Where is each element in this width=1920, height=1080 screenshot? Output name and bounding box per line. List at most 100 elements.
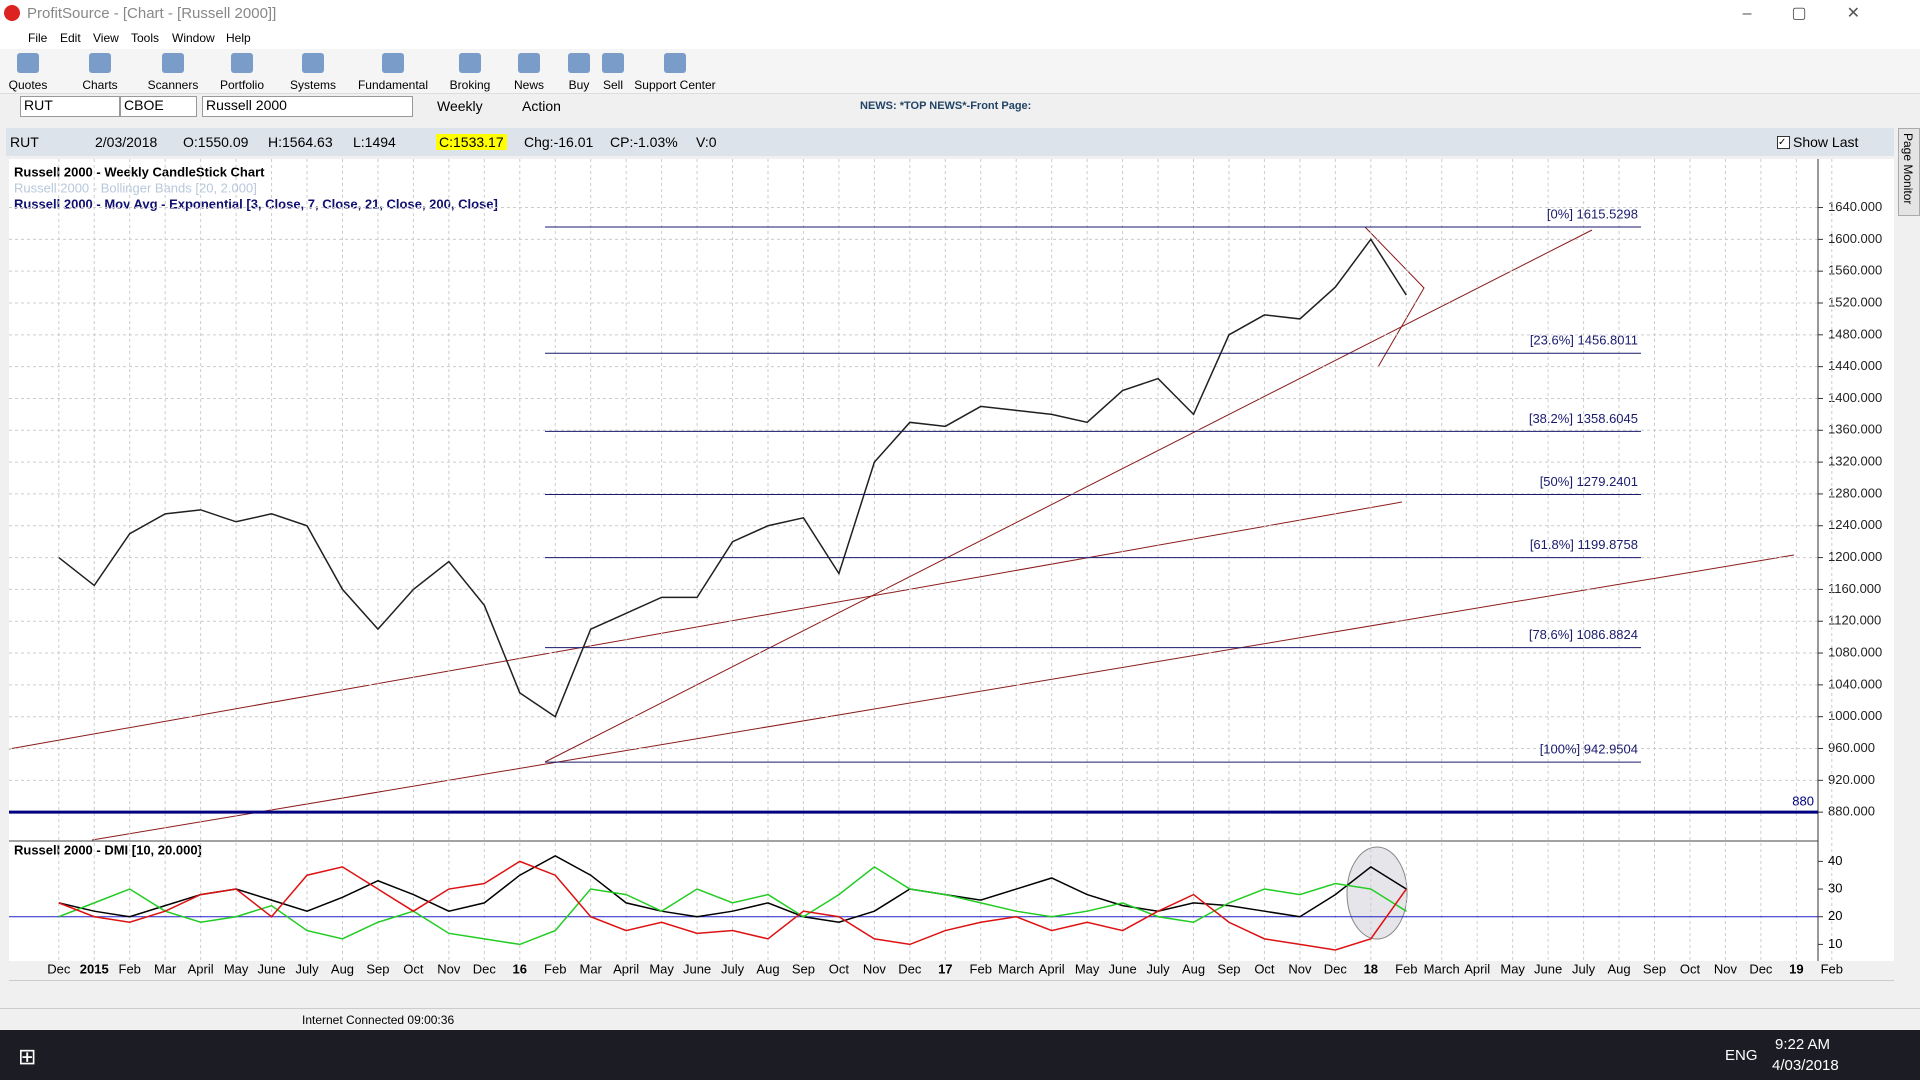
toolbar-icon[interactable] [459,53,481,73]
info-change-pct: CP:-1.03% [610,134,678,150]
toolbar-icon[interactable] [162,53,184,73]
symbol-input[interactable]: RUT [20,96,120,117]
status-text: Internet Connected 09:00:36 [302,1013,455,1027]
trendline [544,229,1593,763]
x-tick-label: April [613,961,639,976]
x-tick-label: May [649,961,674,976]
app-icon [4,5,20,21]
y-tick-label: 1560.000 [1828,263,1882,278]
toolbar-icon[interactable] [518,53,540,73]
x-tick-label: July [721,961,745,976]
x-tick-label: 17 [938,961,952,976]
info-date: 2/03/2018 [95,134,158,150]
x-tick-label: July [1146,961,1170,976]
window-title: ProfitSource - [Chart - [Russell 2000]] [27,5,277,22]
menu-item[interactable]: File [28,31,48,45]
x-tick-label: Nov [863,961,887,976]
toolbar-label[interactable]: Fundamental [357,78,429,92]
x-tick-label: April [1039,961,1065,976]
dmi-tick-label: 20 [1828,908,1842,923]
y-tick-label: 1160.000 [1828,581,1881,596]
x-tick-label: July [1572,961,1596,976]
x-tick-label: Mar [154,961,177,976]
menu-item[interactable]: Edit [60,31,81,45]
toolbar-icon[interactable] [568,53,590,73]
info-close: C:1533.17 [436,134,507,150]
show-last[interactable]: Show Last [1793,134,1859,150]
action-menu[interactable]: Action [522,98,561,114]
window-controls[interactable]: –▢✕ [1742,5,1900,22]
x-tick-label: May [1500,961,1525,976]
x-tick-label: May [1075,961,1100,976]
period-select[interactable]: Weekly [437,98,483,114]
toolbar-label[interactable]: Charts [82,78,118,92]
y-tick-label: 1640.000 [1828,199,1882,214]
toolbar-label[interactable]: Sell [602,78,623,92]
x-tick-label: 19 [1789,961,1803,976]
y-tick-label: 1120.000 [1828,613,1881,628]
y-tick-label: 1480.000 [1828,326,1882,341]
y-tick-label: 880.000 [1828,804,1875,819]
toolbar-label[interactable]: Broking [449,78,491,92]
x-tick-label: Aug [756,961,779,976]
fib-label: [100%] 942.9504 [1540,742,1638,757]
x-tick-label: Aug [1607,961,1630,976]
y-tick-label: 1280.000 [1828,485,1882,500]
toolbar-label[interactable]: Support Center [634,78,716,92]
exchange-select[interactable]: CBOE [120,96,197,117]
wedge [1364,226,1425,368]
x-tick-label: Oct [403,961,424,976]
x-tick-label: 16 [513,961,527,976]
dmi-tick-label: 10 [1828,936,1842,951]
menu-item[interactable]: View [93,31,119,45]
name-input[interactable]: Russell 2000 [202,96,413,117]
symbol-bar: RUT CBOE Russell 2000 Weekly Action NEWS… [0,95,1920,119]
x-tick-label: May [224,961,249,976]
menu-item[interactable]: Tools [131,31,160,45]
start-button[interactable]: ⊞ [18,1044,37,1069]
toolbar-label[interactable]: Scanners [147,78,199,92]
menu-item[interactable]: Help [226,31,251,45]
fib-label: [38.2%] 1358.6045 [1529,411,1638,426]
y-tick-label: 1200.000 [1828,549,1882,564]
title-bar: ProfitSource - [Chart - [Russell 2000]] … [0,0,1920,27]
x-tick-label: March [998,961,1034,976]
x-tick-label: Dec [1749,961,1773,976]
toolbar-label[interactable]: Portfolio [219,78,265,92]
y-tick-label: 1520.000 [1828,294,1882,309]
toolbar-label[interactable]: Buy [568,78,590,92]
x-tick-label: Nov [437,961,461,976]
toolbar-label[interactable]: Systems [289,78,336,92]
show-last-check[interactable]: ✓ [1777,136,1790,149]
price-title: Russell 2000 - Weekly CandleStick Chart [14,164,265,179]
ema-legend: Russell 2000 - Mov Avg - Exponential [3,… [14,196,498,211]
price-line [58,238,1407,718]
toolbar-icon[interactable] [231,53,253,73]
toolbar-icon[interactable] [664,53,686,73]
x-tick-label: Feb [970,961,992,976]
news-ticker[interactable]: NEWS: *TOP NEWS*-Front Page: [860,100,1032,112]
x-tick-label: Nov [1288,961,1312,976]
toolbar-icon[interactable] [89,53,111,73]
x-tick-label: Feb [1395,961,1417,976]
x-tick-label: Dec [47,961,71,976]
info-symbol: RUT [10,134,39,150]
x-tick-label: April [1464,961,1490,976]
dmi-title: Russell 2000 - DMI [10, 20.000] [14,842,202,857]
y-tick-label: 1600.000 [1828,231,1882,246]
x-tick-label: Feb [544,961,566,976]
x-tick-label: Sep [1217,961,1240,976]
toolbar-label[interactable]: Quotes [8,78,48,92]
toolbar-icon[interactable] [382,53,404,73]
dmi-line [58,865,1407,946]
x-tick-label: July [295,961,319,976]
x-tick-label: Nov [1714,961,1738,976]
toolbar-icon[interactable] [17,53,39,73]
toolbar-label[interactable]: News [513,78,544,92]
menu-item[interactable]: Window [172,31,215,45]
toolbar-icon[interactable] [302,53,324,73]
scrollbar[interactable] [9,980,1894,999]
toolbar-icon[interactable] [602,53,624,73]
